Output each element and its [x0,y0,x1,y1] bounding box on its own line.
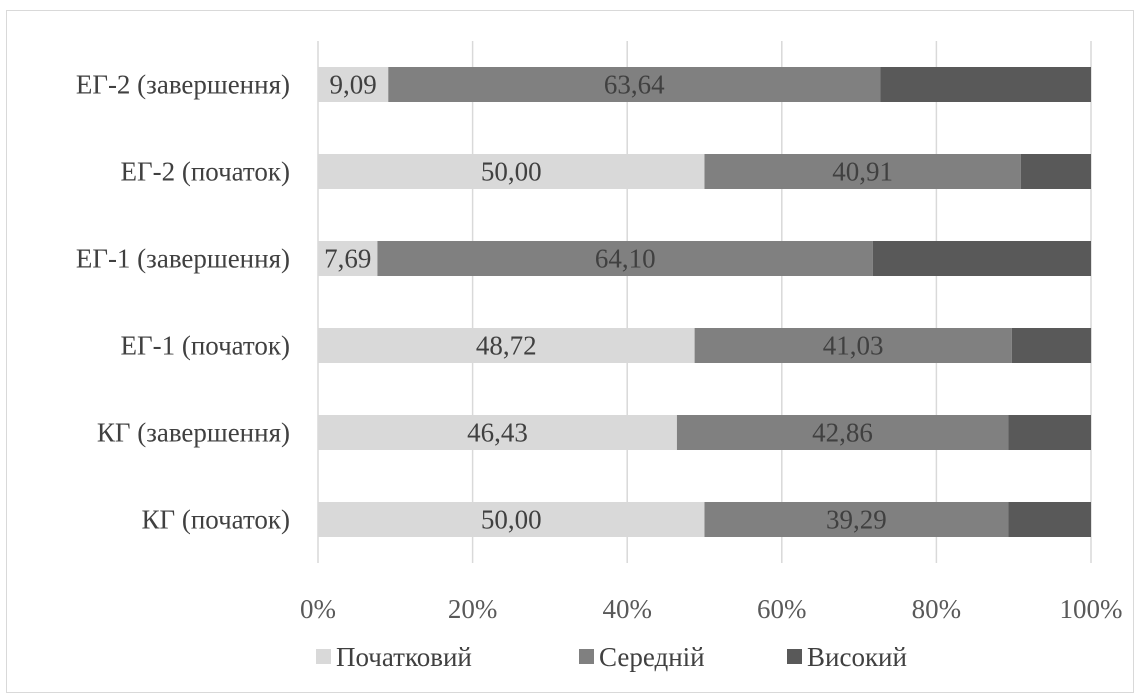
category-label: КГ (завершення) [97,418,290,448]
legend-label: Високий [807,642,907,672]
data-label: 50,00 [481,157,542,187]
data-labels: 50,00 39,29 46,43 42,86 48,72 41,03 7,69 64,10 5… [324,70,893,535]
data-label: 39,29 [826,505,887,535]
bar-segment [872,241,1091,276]
legend-swatch [579,649,594,664]
x-tick-label: 20% [448,594,498,624]
category-label: ЕГ-1 (завершення) [76,244,290,274]
category-label: ЕГ-2 (початок) [120,157,290,187]
bars [318,67,1092,537]
value-axis: 0% 20% 40% 60% 80% 100% [300,594,1123,624]
bar-segment [694,328,1012,363]
bar-segment [377,241,873,276]
x-tick-label: 100% [1060,594,1123,624]
bar-segment [880,67,1091,102]
data-label: 40,91 [832,157,893,187]
bar-segment [388,67,881,102]
legend-label: Середній [599,642,705,672]
bar-segment [318,502,705,537]
bar-segment [704,502,1009,537]
bar-segment [318,328,695,363]
bar-segment [1008,502,1091,537]
data-label: 42,86 [812,418,873,448]
legend: Початковий Середній Високий [316,642,907,672]
legend-label: Початковий [336,642,472,672]
legend-swatch [316,649,331,664]
x-tick-label: 0% [300,594,336,624]
bar-segment [676,415,1009,450]
chart-frame: 50,00 39,29 46,43 42,86 48,72 41,03 7,69 64,10 5… [6,10,1134,693]
gridlines [317,41,1092,563]
bar-segment [1008,415,1091,450]
category-label: ЕГ-2 (завершення) [76,70,290,100]
data-label: 63,64 [604,70,665,100]
legend-swatch [787,649,802,664]
data-label: 9,09 [330,70,377,100]
bar-segment [1020,154,1091,189]
bar-segment [1011,328,1092,363]
x-tick-label: 60% [757,594,807,624]
category-axis: КГ (початок) КГ (завершення) ЕГ-1 (початок… [76,70,290,535]
data-label: 41,03 [823,331,884,361]
x-tick-label: 80% [912,594,962,624]
bar-segment [318,67,389,102]
data-label: 46,43 [467,418,528,448]
data-label: 50,00 [481,505,542,535]
category-label: КГ (початок) [141,505,290,535]
bar-segment [318,154,705,189]
data-label: 64,10 [595,244,656,274]
bar-segment [318,415,677,450]
category-label: ЕГ-1 (початок) [120,331,290,361]
stacked-bar-chart: 50,00 39,29 46,43 42,86 48,72 41,03 7,69 64,10 5… [76,41,1123,672]
bar-segment [704,154,1021,189]
data-label: 7,69 [324,244,371,274]
bar-segment [318,241,378,276]
data-label: 48,72 [476,331,537,361]
x-tick-label: 40% [602,594,652,624]
